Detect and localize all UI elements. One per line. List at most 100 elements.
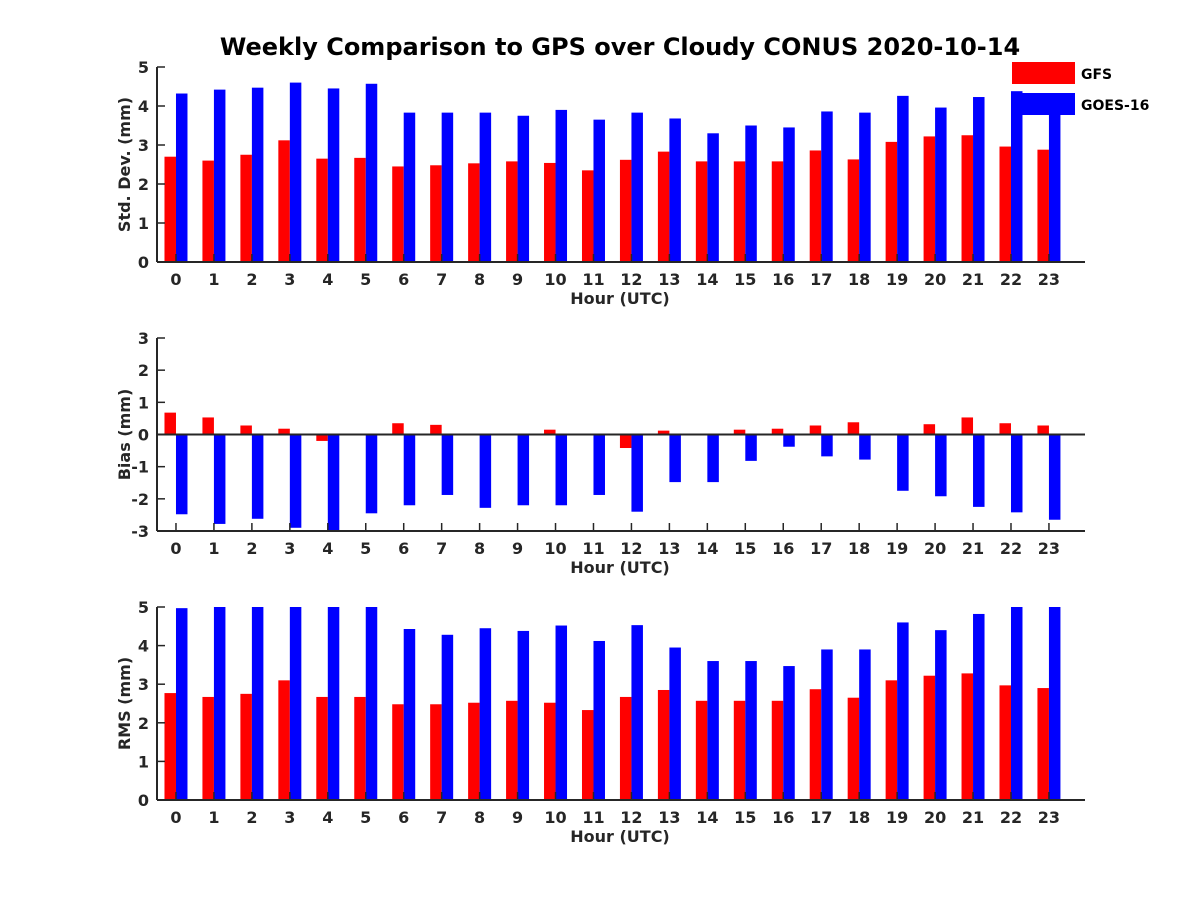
x-tick-label: 19 <box>886 808 908 827</box>
x-tick-label: 19 <box>886 539 908 558</box>
x-tick-label: 21 <box>962 539 984 558</box>
y-tick-label: -1 <box>131 458 149 477</box>
bar-goes16-hour-4 <box>327 88 340 262</box>
bar-goes16-hour-6 <box>403 434 416 506</box>
x-tick-label: 11 <box>582 808 604 827</box>
bar-gfs-hour-23 <box>1037 688 1049 800</box>
bar-goes16-hour-12 <box>631 112 643 262</box>
bar-gfs-hour-17 <box>809 689 822 800</box>
bar-goes16-hour-4 <box>327 607 340 800</box>
bar-goes16-hour-5 <box>365 434 378 514</box>
bar-goes16-hour-11 <box>593 119 605 263</box>
bar-gfs-hour-6 <box>392 704 404 800</box>
bar-goes16-hour-16 <box>783 434 795 447</box>
x-axis-label: Hour (UTC) <box>570 558 670 577</box>
bar-gfs-hour-10 <box>544 429 556 435</box>
bar-gfs-hour-14 <box>695 161 708 262</box>
bar-gfs-hour-3 <box>278 680 290 800</box>
bar-goes16-hour-0 <box>175 93 188 263</box>
x-tick-label: 17 <box>810 808 832 827</box>
bar-goes16-hour-3 <box>289 607 302 800</box>
x-tick-label: 5 <box>360 270 371 289</box>
bar-gfs-hour-6 <box>392 423 404 435</box>
bar-goes16-hour-1 <box>213 607 226 800</box>
bar-gfs-hour-15 <box>733 429 746 435</box>
bar-goes16-hour-17 <box>821 649 833 800</box>
bar-gfs-hour-14 <box>695 700 708 800</box>
bar-gfs-hour-8 <box>468 163 480 262</box>
bar-goes16-hour-13 <box>669 647 681 800</box>
bar-gfs-hour-3 <box>278 428 290 435</box>
bar-gfs-hour-18 <box>847 697 860 800</box>
y-axis-label: Bias (mm) <box>115 389 134 481</box>
x-tick-label: 18 <box>848 808 870 827</box>
bar-gfs-hour-6 <box>392 166 404 262</box>
y-tick-label: -2 <box>131 490 149 509</box>
x-tick-label: 20 <box>924 539 946 558</box>
bar-gfs-hour-12 <box>619 159 632 262</box>
bar-goes16-hour-5 <box>365 607 378 800</box>
bar-gfs-hour-15 <box>733 161 746 262</box>
x-tick-label: 15 <box>734 539 756 558</box>
bar-gfs-hour-11 <box>581 170 594 262</box>
x-tick-label: 4 <box>322 539 333 558</box>
bar-gfs-hour-20 <box>923 424 936 435</box>
x-tick-label: 17 <box>810 270 832 289</box>
x-tick-label: 5 <box>360 539 371 558</box>
bar-gfs-hour-7 <box>430 424 442 435</box>
bar-goes16-hour-19 <box>897 434 909 491</box>
x-tick-label: 15 <box>734 808 756 827</box>
bar-gfs-hour-10 <box>544 162 556 262</box>
bar-goes16-hour-11 <box>593 434 605 495</box>
x-tick-label: 2 <box>246 808 257 827</box>
x-tick-label: 9 <box>512 270 523 289</box>
bar-goes16-hour-2 <box>251 434 264 519</box>
bar-goes16-hour-21 <box>973 613 985 800</box>
bar-goes16-hour-9 <box>517 434 530 506</box>
bar-gfs-hour-12 <box>619 434 632 449</box>
x-tick-label: 18 <box>848 539 870 558</box>
y-tick-label: 5 <box>138 58 149 77</box>
bar-gfs-hour-22 <box>999 146 1011 262</box>
bar-gfs-hour-0 <box>164 693 176 800</box>
bar-goes16-hour-1 <box>213 434 226 524</box>
x-tick-label: 6 <box>398 270 409 289</box>
x-tick-label: 16 <box>772 539 794 558</box>
y-tick-label: 3 <box>138 675 149 694</box>
bar-goes16-hour-10 <box>555 625 568 800</box>
x-tick-label: 3 <box>284 270 295 289</box>
bar-gfs-hour-15 <box>733 700 746 800</box>
x-tick-label: 9 <box>512 808 523 827</box>
bar-goes16-hour-11 <box>593 640 605 800</box>
bar-gfs-hour-5 <box>354 696 366 800</box>
bar-goes16-hour-9 <box>517 115 530 262</box>
bar-goes16-hour-7 <box>441 634 454 800</box>
x-tick-label: 21 <box>962 270 984 289</box>
x-tick-label: 14 <box>696 539 718 558</box>
x-tick-label: 2 <box>246 270 257 289</box>
x-tick-label: 11 <box>582 270 604 289</box>
bar-gfs-hour-22 <box>999 423 1011 435</box>
x-tick-label: 23 <box>1038 539 1060 558</box>
x-tick-label: 0 <box>170 808 181 827</box>
bar-gfs-hour-23 <box>1037 149 1049 262</box>
bar-goes16-hour-0 <box>175 434 188 515</box>
y-tick-label: 3 <box>138 136 149 155</box>
x-tick-label: 14 <box>696 270 718 289</box>
x-tick-label: 8 <box>474 539 485 558</box>
bar-gfs-hour-2 <box>240 425 252 435</box>
y-tick-label: 0 <box>138 426 149 445</box>
bar-goes16-hour-19 <box>897 622 909 800</box>
bar-goes16-hour-23 <box>1048 113 1061 262</box>
bar-goes16-hour-22 <box>1010 607 1023 800</box>
bar-goes16-hour-19 <box>897 95 909 262</box>
legend-swatch-gfs <box>1012 62 1075 84</box>
bar-goes16-hour-23 <box>1048 607 1061 800</box>
bar-gfs-hour-8 <box>468 702 480 800</box>
x-tick-label: 17 <box>810 539 832 558</box>
bar-goes16-hour-2 <box>251 87 264 262</box>
bar-goes16-hour-18 <box>859 434 871 460</box>
bar-goes16-hour-20 <box>935 630 947 800</box>
bar-gfs-hour-9 <box>506 161 518 262</box>
